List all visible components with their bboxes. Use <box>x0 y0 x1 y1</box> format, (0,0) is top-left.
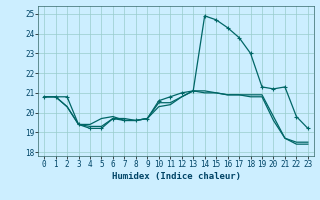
X-axis label: Humidex (Indice chaleur): Humidex (Indice chaleur) <box>111 172 241 181</box>
